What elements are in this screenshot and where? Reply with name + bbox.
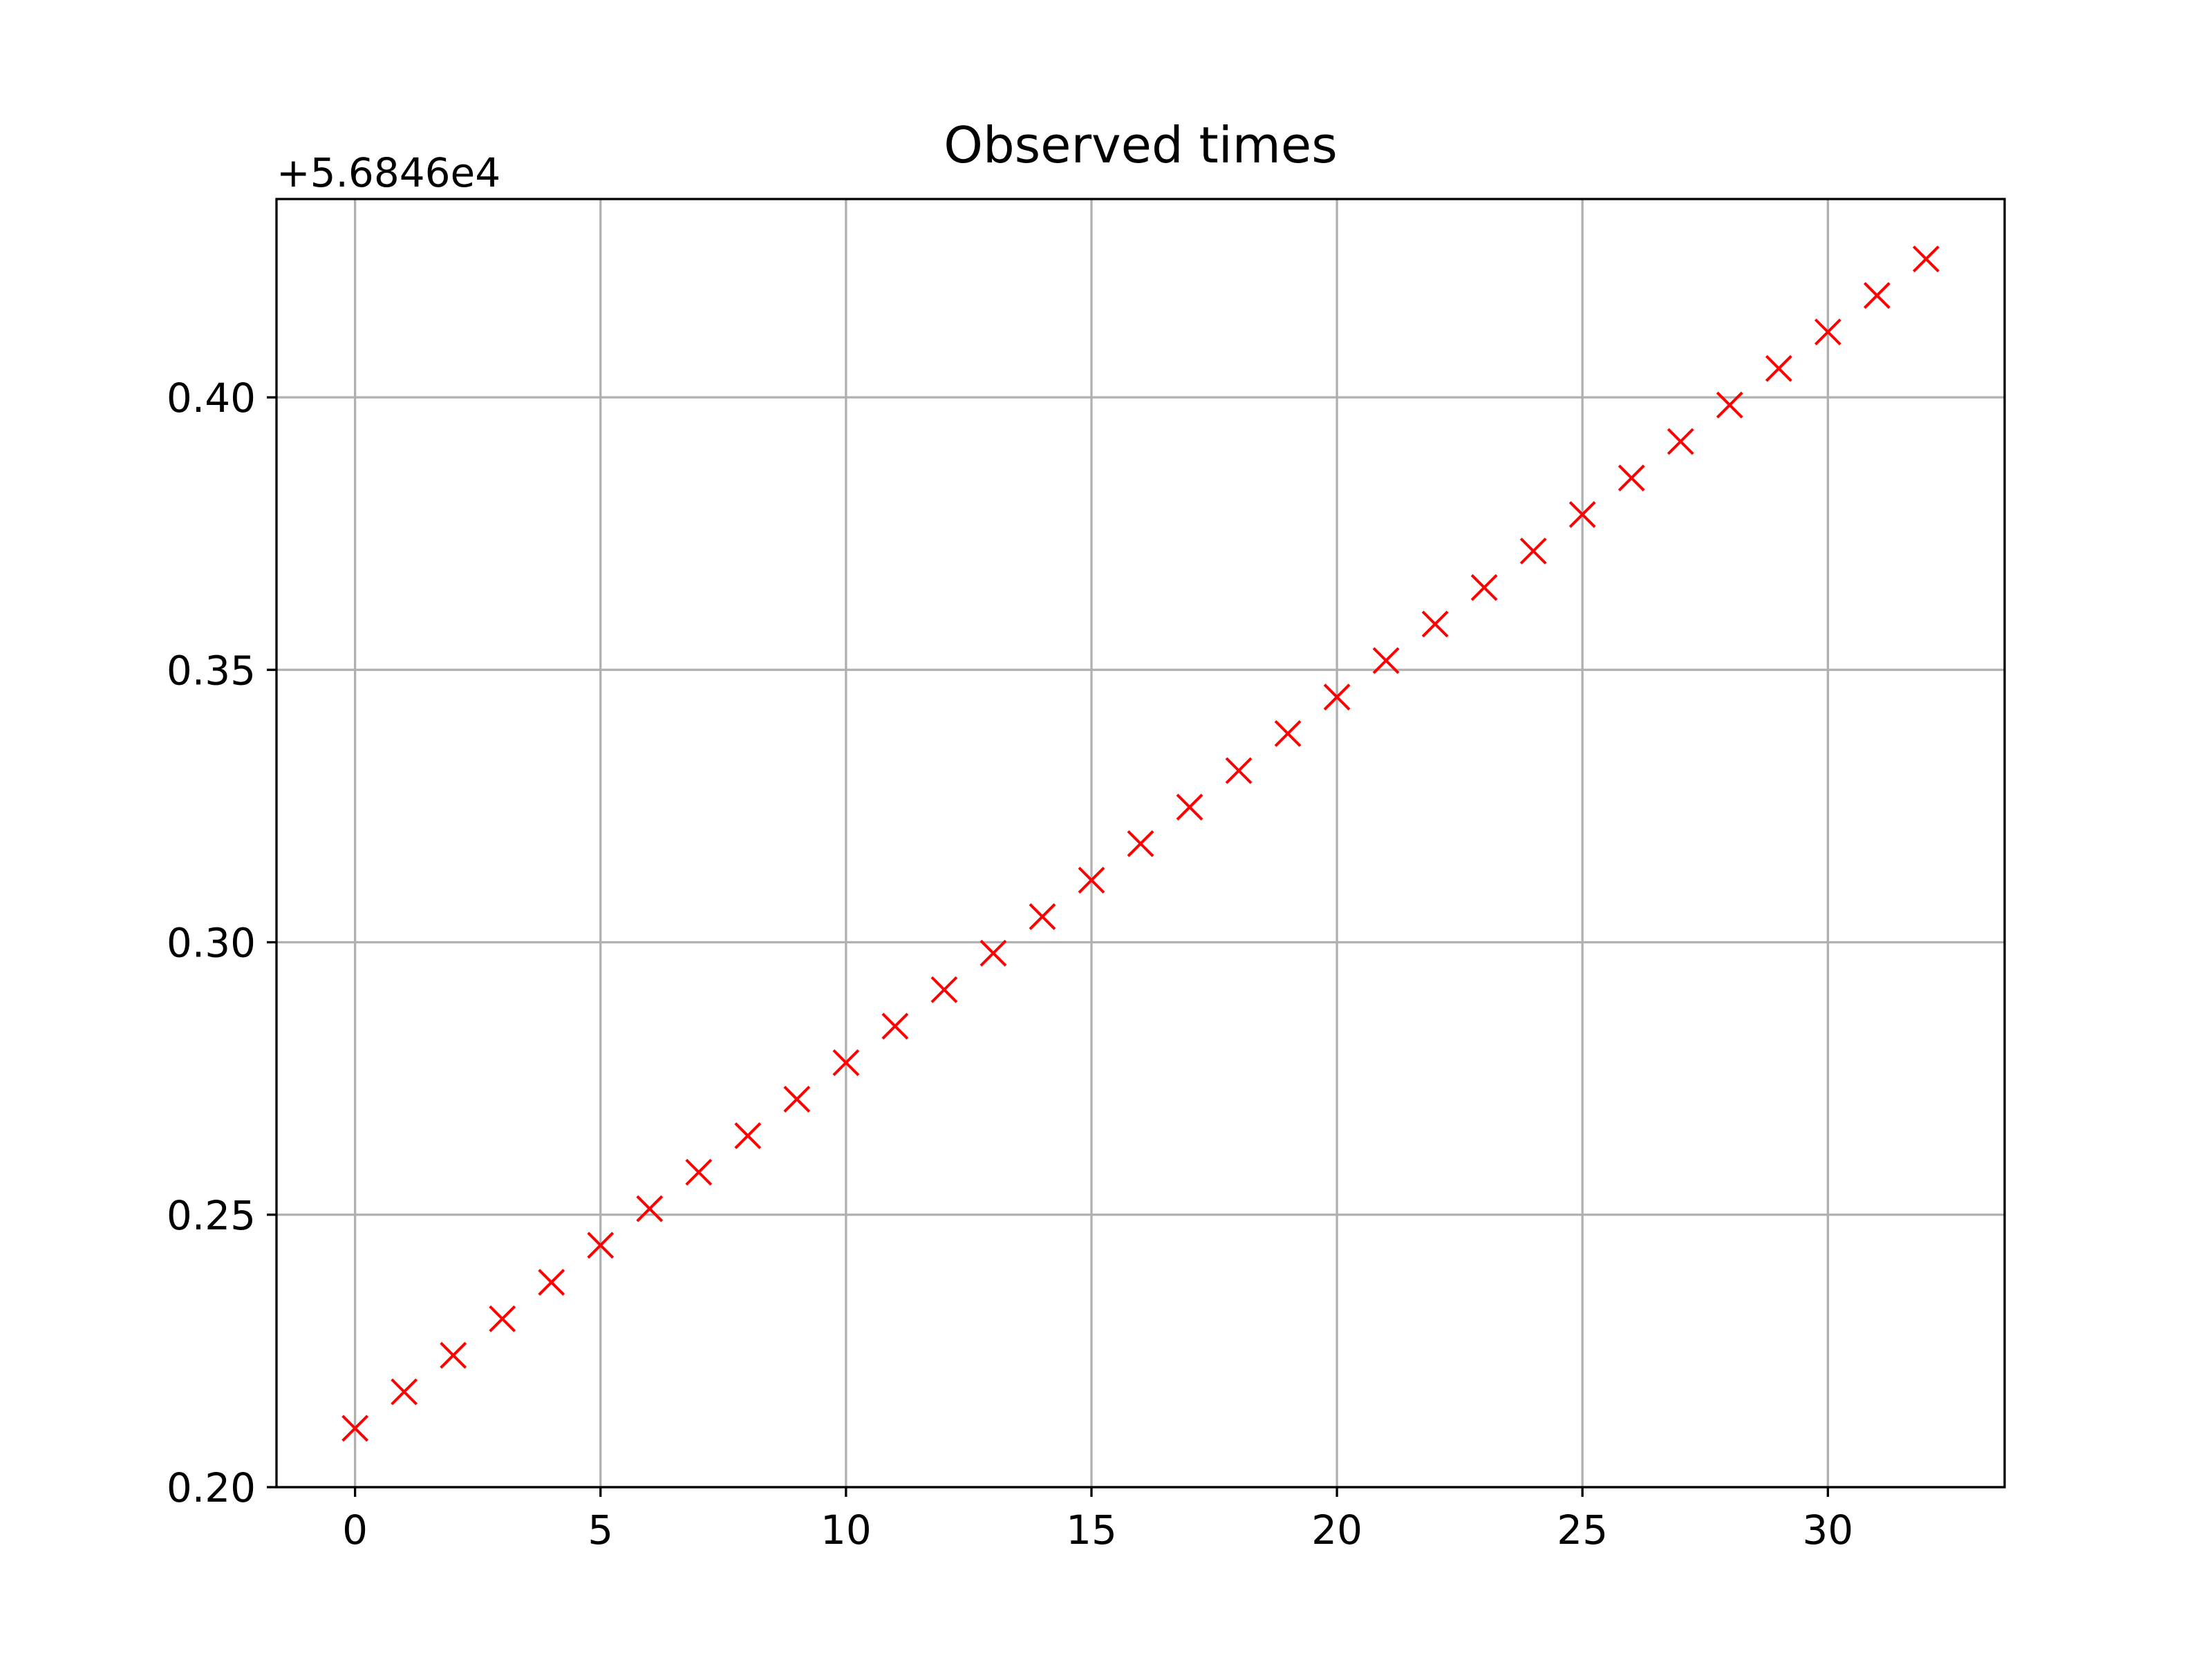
data-point-stroke bbox=[1519, 537, 1547, 565]
data-point-stroke bbox=[930, 976, 958, 1003]
data-markers bbox=[341, 245, 1940, 1442]
data-point-stroke bbox=[1372, 647, 1400, 674]
data-point bbox=[1716, 391, 1743, 419]
plot-frame bbox=[275, 198, 2006, 1489]
data-point bbox=[1127, 830, 1154, 858]
y-tick-label-3: 0.35 bbox=[167, 647, 256, 694]
data-point bbox=[980, 939, 1007, 967]
x-tick-label-1: 5 bbox=[588, 1507, 613, 1554]
data-point bbox=[587, 1231, 615, 1259]
data-point-stroke bbox=[832, 1049, 860, 1077]
data-point bbox=[930, 976, 958, 1003]
data-point-stroke bbox=[1421, 610, 1449, 638]
data-point bbox=[734, 1122, 762, 1149]
data-point bbox=[489, 1305, 516, 1332]
data-point bbox=[1618, 464, 1645, 492]
x-tick-label-0: 0 bbox=[342, 1507, 368, 1554]
data-point-stroke bbox=[587, 1231, 615, 1259]
data-point bbox=[881, 1012, 909, 1040]
data-point bbox=[1814, 318, 1841, 346]
data-point-stroke bbox=[636, 1195, 664, 1222]
data-point-stroke bbox=[1225, 757, 1253, 784]
data-point bbox=[783, 1086, 811, 1113]
data-point bbox=[1765, 355, 1792, 382]
data-point-stroke bbox=[1814, 318, 1841, 346]
data-point-stroke bbox=[980, 939, 1007, 967]
data-point-stroke bbox=[489, 1305, 516, 1332]
data-point bbox=[1470, 574, 1498, 601]
data-point-stroke bbox=[440, 1341, 467, 1369]
data-point bbox=[1667, 428, 1694, 455]
y-tick-label-1: 0.25 bbox=[167, 1192, 256, 1239]
data-point-stroke bbox=[1029, 903, 1056, 930]
chart-title: Observed times bbox=[944, 116, 1337, 174]
data-point bbox=[440, 1341, 467, 1369]
data-point bbox=[636, 1195, 664, 1222]
data-point-stroke bbox=[391, 1378, 418, 1406]
data-point bbox=[1568, 501, 1596, 528]
axis-ticks: 0 5 10 15 20 25 30 0.20 0.25 0.30 0.35 0.40 bbox=[167, 375, 1853, 1554]
y-tick-label-2: 0.30 bbox=[167, 920, 256, 967]
data-point bbox=[1176, 793, 1203, 821]
data-point-stroke bbox=[1863, 282, 1891, 309]
x-tick-label-6: 30 bbox=[1802, 1507, 1853, 1554]
data-point-stroke bbox=[1323, 683, 1351, 711]
data-point bbox=[538, 1269, 565, 1296]
data-point-stroke bbox=[1274, 720, 1302, 747]
data-point bbox=[685, 1158, 713, 1186]
data-point bbox=[1372, 647, 1400, 674]
data-point-stroke bbox=[1568, 501, 1596, 528]
data-point bbox=[1078, 867, 1105, 894]
data-point-stroke bbox=[1912, 245, 1940, 273]
data-point-stroke bbox=[685, 1158, 713, 1186]
data-point bbox=[832, 1049, 860, 1077]
data-point bbox=[1863, 282, 1891, 309]
data-point bbox=[1274, 720, 1302, 747]
x-tick-label-3: 15 bbox=[1066, 1507, 1117, 1554]
data-point-stroke bbox=[1667, 428, 1694, 455]
data-point bbox=[1912, 245, 1940, 273]
data-point-stroke bbox=[1470, 574, 1498, 601]
data-point-stroke bbox=[1716, 391, 1743, 419]
data-point-stroke bbox=[1176, 793, 1203, 821]
data-point-stroke bbox=[538, 1269, 565, 1296]
data-point-stroke bbox=[1078, 867, 1105, 894]
data-point bbox=[341, 1415, 369, 1442]
data-point bbox=[1029, 903, 1056, 930]
y-axis-offset-label: +5.6846e4 bbox=[276, 149, 500, 196]
data-point-stroke bbox=[1765, 355, 1792, 382]
x-tick-label-4: 20 bbox=[1311, 1507, 1362, 1554]
data-point-stroke bbox=[341, 1415, 369, 1442]
data-point bbox=[1421, 610, 1449, 638]
data-point bbox=[1519, 537, 1547, 565]
y-tick-label-4: 0.40 bbox=[167, 375, 256, 422]
data-point-stroke bbox=[1127, 830, 1154, 858]
x-tick-label-5: 25 bbox=[1557, 1507, 1608, 1554]
y-tick-label-0: 0.20 bbox=[167, 1464, 256, 1511]
data-point-stroke bbox=[783, 1086, 811, 1113]
data-point bbox=[1225, 757, 1253, 784]
data-point-stroke bbox=[734, 1122, 762, 1149]
data-point-stroke bbox=[1618, 464, 1645, 492]
data-point bbox=[391, 1378, 418, 1406]
data-point bbox=[1323, 683, 1351, 711]
x-tick-label-2: 10 bbox=[821, 1507, 872, 1554]
data-point-stroke bbox=[881, 1012, 909, 1040]
grid-lines bbox=[276, 199, 2005, 1489]
